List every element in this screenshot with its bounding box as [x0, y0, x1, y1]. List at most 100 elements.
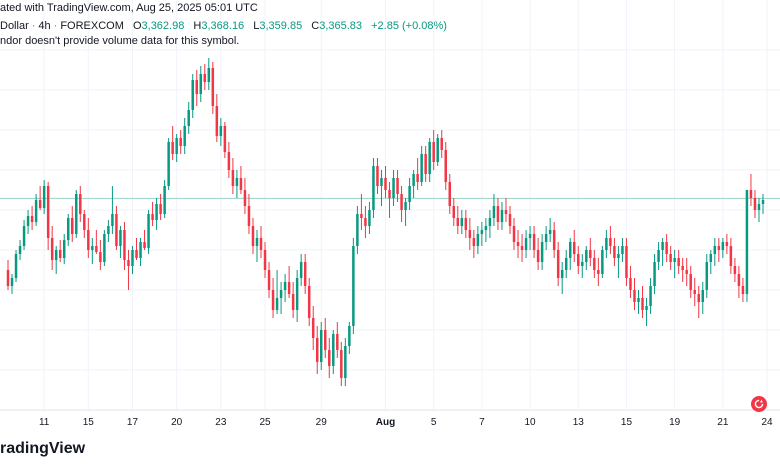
candle[interactable] — [191, 74, 194, 118]
candle[interactable] — [131, 246, 134, 274]
candle[interactable] — [299, 254, 303, 286]
candle[interactable] — [665, 234, 668, 262]
candle[interactable] — [54, 246, 58, 274]
candle[interactable] — [275, 270, 279, 314]
candle[interactable] — [163, 180, 166, 218]
candle[interactable] — [18, 240, 22, 260]
candle[interactable] — [548, 218, 552, 242]
candle[interactable] — [243, 178, 247, 214]
candle[interactable] — [609, 226, 612, 254]
candle[interactable] — [231, 158, 235, 194]
candle[interactable] — [697, 286, 700, 318]
candle[interactable] — [564, 250, 568, 278]
candle[interactable] — [444, 142, 447, 190]
candle[interactable] — [348, 322, 351, 354]
candle[interactable] — [661, 238, 664, 266]
candle[interactable] — [259, 226, 263, 258]
candle[interactable] — [139, 238, 142, 266]
candle[interactable] — [428, 138, 431, 182]
candle[interactable] — [605, 230, 608, 258]
candle[interactable] — [416, 158, 419, 190]
candle[interactable] — [287, 266, 291, 298]
candle[interactable] — [573, 230, 576, 262]
candle[interactable] — [75, 190, 78, 238]
candle[interactable] — [83, 210, 86, 238]
candle[interactable] — [613, 238, 616, 266]
candle[interactable] — [677, 250, 680, 274]
candle[interactable] — [115, 206, 118, 250]
candle[interactable] — [223, 122, 227, 158]
candle[interactable] — [215, 94, 219, 142]
candle[interactable] — [303, 254, 307, 294]
candle[interactable] — [725, 234, 729, 254]
candle[interactable] — [681, 258, 684, 282]
candle[interactable] — [34, 194, 38, 226]
candle[interactable] — [38, 186, 42, 210]
candle[interactable] — [328, 338, 331, 378]
candle[interactable] — [404, 198, 407, 226]
candle[interactable] — [645, 298, 648, 326]
candle[interactable] — [380, 170, 383, 206]
candle[interactable] — [476, 226, 480, 254]
candle[interactable] — [753, 190, 757, 218]
candle[interactable] — [532, 226, 536, 258]
candle[interactable] — [733, 258, 737, 282]
candle[interactable] — [536, 238, 540, 270]
candle[interactable] — [713, 238, 717, 266]
candle[interactable] — [143, 230, 146, 250]
candle[interactable] — [432, 130, 435, 170]
candle[interactable] — [340, 342, 343, 386]
candle[interactable] — [183, 118, 186, 154]
candle[interactable] — [135, 238, 138, 260]
candle[interactable] — [311, 306, 315, 350]
candle[interactable] — [745, 190, 749, 302]
candle[interactable] — [617, 246, 620, 278]
candle[interactable] — [488, 210, 492, 238]
candle[interactable] — [103, 230, 106, 266]
candle[interactable] — [58, 240, 62, 262]
candle[interactable] — [187, 102, 190, 134]
candle[interactable] — [669, 246, 672, 270]
candle[interactable] — [544, 226, 548, 250]
candle[interactable] — [251, 218, 255, 254]
candle[interactable] — [315, 326, 319, 374]
candle[interactable] — [400, 186, 403, 222]
candle[interactable] — [585, 246, 588, 270]
candle[interactable] — [516, 230, 520, 258]
candle[interactable] — [255, 230, 259, 262]
candle[interactable] — [42, 180, 46, 214]
candle[interactable] — [472, 230, 476, 258]
candle[interactable] — [492, 194, 496, 226]
candle[interactable] — [50, 226, 54, 270]
candle[interactable] — [344, 338, 347, 386]
candle[interactable] — [267, 262, 271, 298]
candle[interactable] — [175, 134, 178, 162]
candle[interactable] — [737, 266, 741, 298]
candle[interactable] — [456, 206, 460, 234]
candle[interactable] — [641, 286, 644, 318]
candle[interactable] — [91, 238, 94, 264]
candle[interactable] — [368, 202, 371, 234]
candle[interactable] — [480, 222, 484, 246]
candle[interactable] — [512, 218, 516, 250]
candle[interactable] — [556, 242, 560, 286]
replay-button[interactable] — [751, 396, 767, 412]
candle[interactable] — [66, 214, 70, 246]
candle[interactable] — [227, 142, 231, 178]
candle[interactable] — [657, 242, 660, 270]
candle[interactable] — [111, 186, 114, 234]
candle[interactable] — [440, 130, 443, 158]
candle[interactable] — [336, 322, 339, 358]
candle[interactable] — [653, 254, 656, 294]
candle[interactable] — [352, 238, 355, 334]
candle[interactable] — [757, 198, 761, 222]
candle[interactable] — [729, 238, 733, 274]
candle[interactable] — [500, 202, 504, 230]
candle[interactable] — [749, 174, 753, 206]
candle[interactable] — [324, 318, 327, 358]
candle[interactable] — [721, 238, 725, 258]
candle[interactable] — [46, 182, 50, 250]
candle[interactable] — [460, 210, 464, 234]
candle[interactable] — [22, 220, 26, 250]
